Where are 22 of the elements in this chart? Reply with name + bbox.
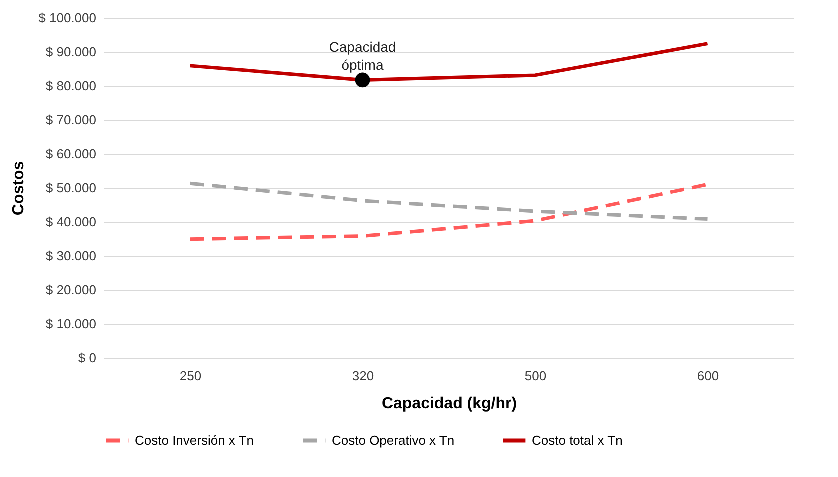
y-tick-label: $ 80.000	[46, 78, 96, 94]
y-tick-label: $ 40.000	[46, 214, 96, 230]
annotation: Capacidad óptima	[329, 39, 396, 74]
y-tick-label: $ 0	[78, 350, 96, 366]
x-tick-label: 320	[352, 368, 374, 384]
y-tick-label: $ 90.000	[46, 44, 96, 60]
x-axis-title: Capacidad (kg/hr)	[382, 396, 518, 412]
y-tick-label: $ 10.000	[46, 316, 96, 332]
legend-label: Costo Operativo x Tn	[332, 432, 455, 448]
x-tick-label: 250	[180, 368, 202, 384]
y-tick-label: $ 30.000	[46, 248, 96, 264]
legend-label: Costo Inversión x Tn	[135, 432, 254, 448]
y-axis-title: Costos	[10, 161, 28, 216]
y-tick-label: $ 50.000	[46, 180, 96, 196]
y-tick-label: $ 70.000	[46, 112, 96, 128]
y-tick-label: $ 60.000	[46, 146, 96, 162]
y-tick-label: $ 20.000	[46, 282, 96, 298]
line-series	[188, 182, 710, 222]
x-tick-label: 500	[524, 368, 547, 384]
legend-label: Costo total x Tn	[532, 432, 623, 448]
y-tick-label: $ 100.000	[38, 10, 96, 26]
x-tick-label: 600	[697, 368, 720, 384]
